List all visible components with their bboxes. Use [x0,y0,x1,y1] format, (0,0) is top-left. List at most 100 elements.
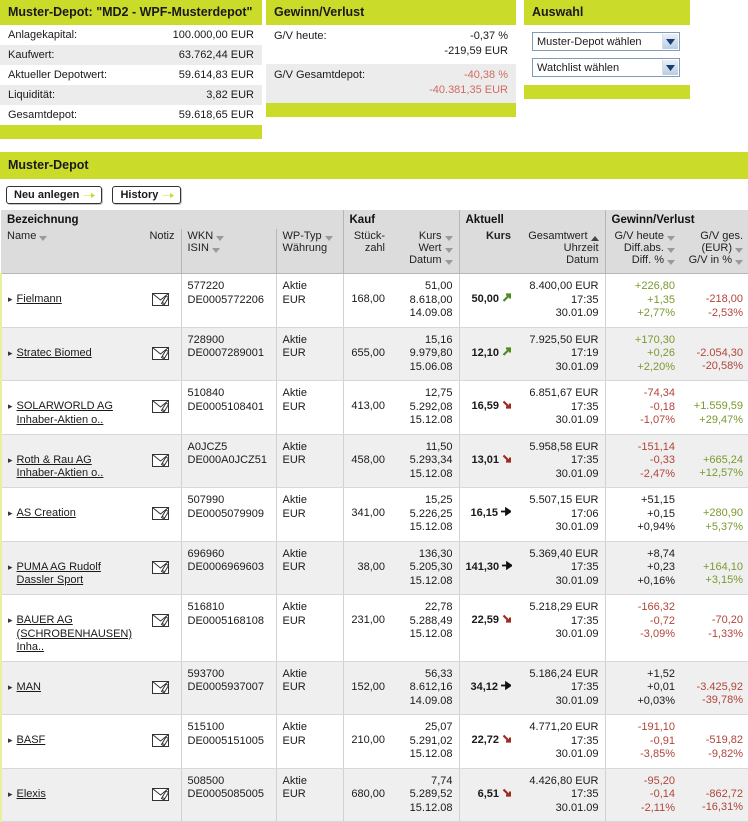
col-kauf-kurs-wert-datum[interactable]: Kurs Wert Datum [391,229,459,274]
col-wptyp-waehrung[interactable]: WP-Typ Währung [275,229,343,274]
gv-panel-footer [266,103,516,117]
neu-anlegen-button[interactable]: Neu anlegen [6,186,103,204]
table-row[interactable]: ▸ Roth & Rau AG Inhaber-Aktien o.. A0JCZ5 D… [0,434,748,488]
sort-caret-icon[interactable] [444,232,453,242]
depot-select[interactable]: Muster-Depot wählen [532,32,680,51]
sort-caret-icon[interactable] [667,244,675,254]
sort-caret-up-icon[interactable] [590,232,599,242]
col-gv-ges[interactable]: G/V ges. (EUR) G/V in % [681,229,748,274]
col-wkn-isin[interactable]: WKN ISIN [180,229,276,274]
kauf-datum-value: 15.12.08 [409,467,453,480]
cell-notiz[interactable] [141,768,181,822]
table-row[interactable]: ▸ PUMA AG Rudolf Dassler Sport 696960 DE000… [0,541,748,595]
col-name[interactable]: Name [1,229,141,274]
diff-pct-value: -2,11% [640,801,675,814]
table-row[interactable]: ▸ BASF 515100 DE0005151005 Aktie EUR 210,00 25,… [0,714,748,769]
col-gv-heute[interactable]: G/V heute Diff.abs. Diff. % [604,229,681,274]
gesamtwert-value: 5.958,58 EUR [529,440,599,453]
cell-name[interactable]: ▸ Fielmann [0,273,141,328]
kauf-kurs-value: 15,25 [424,494,453,506]
cell-notiz[interactable] [141,327,181,381]
cell-wptyp-waehrung: Aktie EUR [275,273,343,328]
table-row[interactable]: ▸ SOLARWORLD AG Inhaber-Aktien o.. 510840 D… [0,380,748,435]
cell-name[interactable]: ▸ SOLARWORLD AG Inhaber-Aktien o.. [0,380,141,435]
security-name-link[interactable]: PUMA AG Rudolf Dassler Sport [16,560,101,587]
note-edit-icon[interactable] [152,507,170,525]
table-row[interactable]: ▸ BAUER AG (SCHROBENHAUSEN) Inha.. 516810 D… [0,594,748,662]
note-edit-icon[interactable] [152,346,170,365]
cell-name[interactable]: ▸ Stratec Biomed [0,327,141,381]
aktuell-kurs-value: 50,00 [471,293,499,305]
table-row[interactable]: ▸ Fielmann 577220 DE0005772206 Aktie EUR 168,0… [0,273,748,328]
security-name-link[interactable]: Roth & Rau AG Inhaber-Aktien o.. [16,453,104,480]
security-name-link[interactable]: SOLARWORLD AG Inhaber-Aktien o.. [16,400,113,426]
table-row[interactable]: ▸ MAN 593700 DE0005937007 Aktie EUR 152,00 56,3… [0,661,748,715]
chevron-down-icon[interactable] [662,60,678,75]
cell-notiz[interactable] [141,273,181,328]
cell-notiz[interactable] [141,541,181,595]
note-edit-icon[interactable] [152,734,170,752]
note-edit-icon[interactable] [152,680,170,699]
cell-notiz[interactable] [141,380,181,435]
sort-caret-icon[interactable] [39,232,48,242]
diff-pct-value: -2,47% [640,467,675,480]
waehrung-value: EUR [282,734,306,747]
note-edit-icon[interactable] [152,560,170,579]
diff-abs-value: -0,72 [649,614,675,627]
sort-caret-icon[interactable] [735,244,744,254]
bullet-icon: ▸ [8,508,13,518]
note-edit-icon[interactable] [152,293,170,311]
table-row[interactable]: ▸ AS Creation 507990 DE0005079909 Aktie EUR 34… [0,487,748,542]
cell-name[interactable]: ▸ Roth & Rau AG Inhaber-Aktien o.. [0,434,141,488]
bullet-icon: ▸ [8,615,13,625]
cell-name[interactable]: ▸ BAUER AG (SCHROBENHAUSEN) Inha.. [0,594,141,662]
cell-wptyp-waehrung: Aktie EUR [275,594,343,662]
kauf-kurs-value: 136,30 [418,547,453,560]
sort-caret-icon[interactable] [216,232,225,242]
note-edit-icon[interactable] [152,400,170,418]
security-name-link[interactable]: MAN [16,680,41,693]
security-name-link[interactable]: Stratec Biomed [16,346,92,359]
cell-name[interactable]: ▸ AS Creation [0,487,141,542]
depot-table-module: Muster-Depot Neu anlegen History Bezeich… [0,152,748,822]
table-row[interactable]: ▸ Elexis 508500 DE0005085005 Aktie EUR 680,00 7… [0,768,748,822]
cell-notiz[interactable] [141,594,181,662]
sort-caret-icon[interactable] [667,232,675,242]
depot-label-anlagekapital: Anlagekapital: [8,29,78,41]
diff-abs-value: -0,18 [649,400,675,413]
cell-aktuell-kurs: 13,01 [458,434,517,488]
cell-name[interactable]: ▸ PUMA AG Rudolf Dassler Sport [0,541,141,595]
history-button[interactable]: History [112,186,182,204]
note-edit-icon[interactable] [152,614,170,632]
col-gesamtwert[interactable]: Gesamtwert Uhrzeit Datum [517,229,605,274]
cell-notiz[interactable] [141,434,181,488]
watchlist-select[interactable]: Watchlist wählen [532,58,680,77]
cell-name[interactable]: ▸ Elexis [0,768,141,822]
note-edit-icon[interactable] [152,787,170,806]
cell-wkn-isin: 507990 DE0005079909 [180,487,276,542]
cell-notiz[interactable] [141,487,181,542]
security-name-link[interactable]: Elexis [16,787,46,800]
col-gv-eur-label: (EUR) [701,242,733,254]
auswahl-panel-title: Auswahl [524,0,690,25]
security-name-link[interactable]: BASF [16,734,46,746]
security-name-link[interactable]: AS Creation [16,507,76,519]
sort-caret-icon[interactable] [444,244,453,254]
security-name-link[interactable]: Fielmann [16,293,62,305]
note-edit-icon[interactable] [152,453,170,472]
col-stueckzahl-label-1: Stück- [353,230,385,242]
sort-caret-icon[interactable] [211,244,220,254]
cell-notiz[interactable] [141,661,181,715]
cell-name[interactable]: ▸ BASF [0,714,141,769]
cell-notiz[interactable] [141,714,181,769]
sort-caret-icon[interactable] [667,256,675,266]
group-kauf: Kauf [342,210,459,229]
table-row[interactable]: ▸ Stratec Biomed 728900 DE0007289001 Aktie EU… [0,327,748,381]
security-name-link[interactable]: BAUER AG (SCHROBENHAUSEN) Inha.. [16,614,133,653]
sort-caret-icon[interactable] [324,232,333,242]
cell-name[interactable]: ▸ MAN [0,661,141,715]
sort-caret-icon[interactable] [444,256,453,266]
sort-caret-icon[interactable] [735,256,744,266]
uhrzeit-value: 17:35 [570,293,599,306]
chevron-down-icon[interactable] [662,34,678,49]
